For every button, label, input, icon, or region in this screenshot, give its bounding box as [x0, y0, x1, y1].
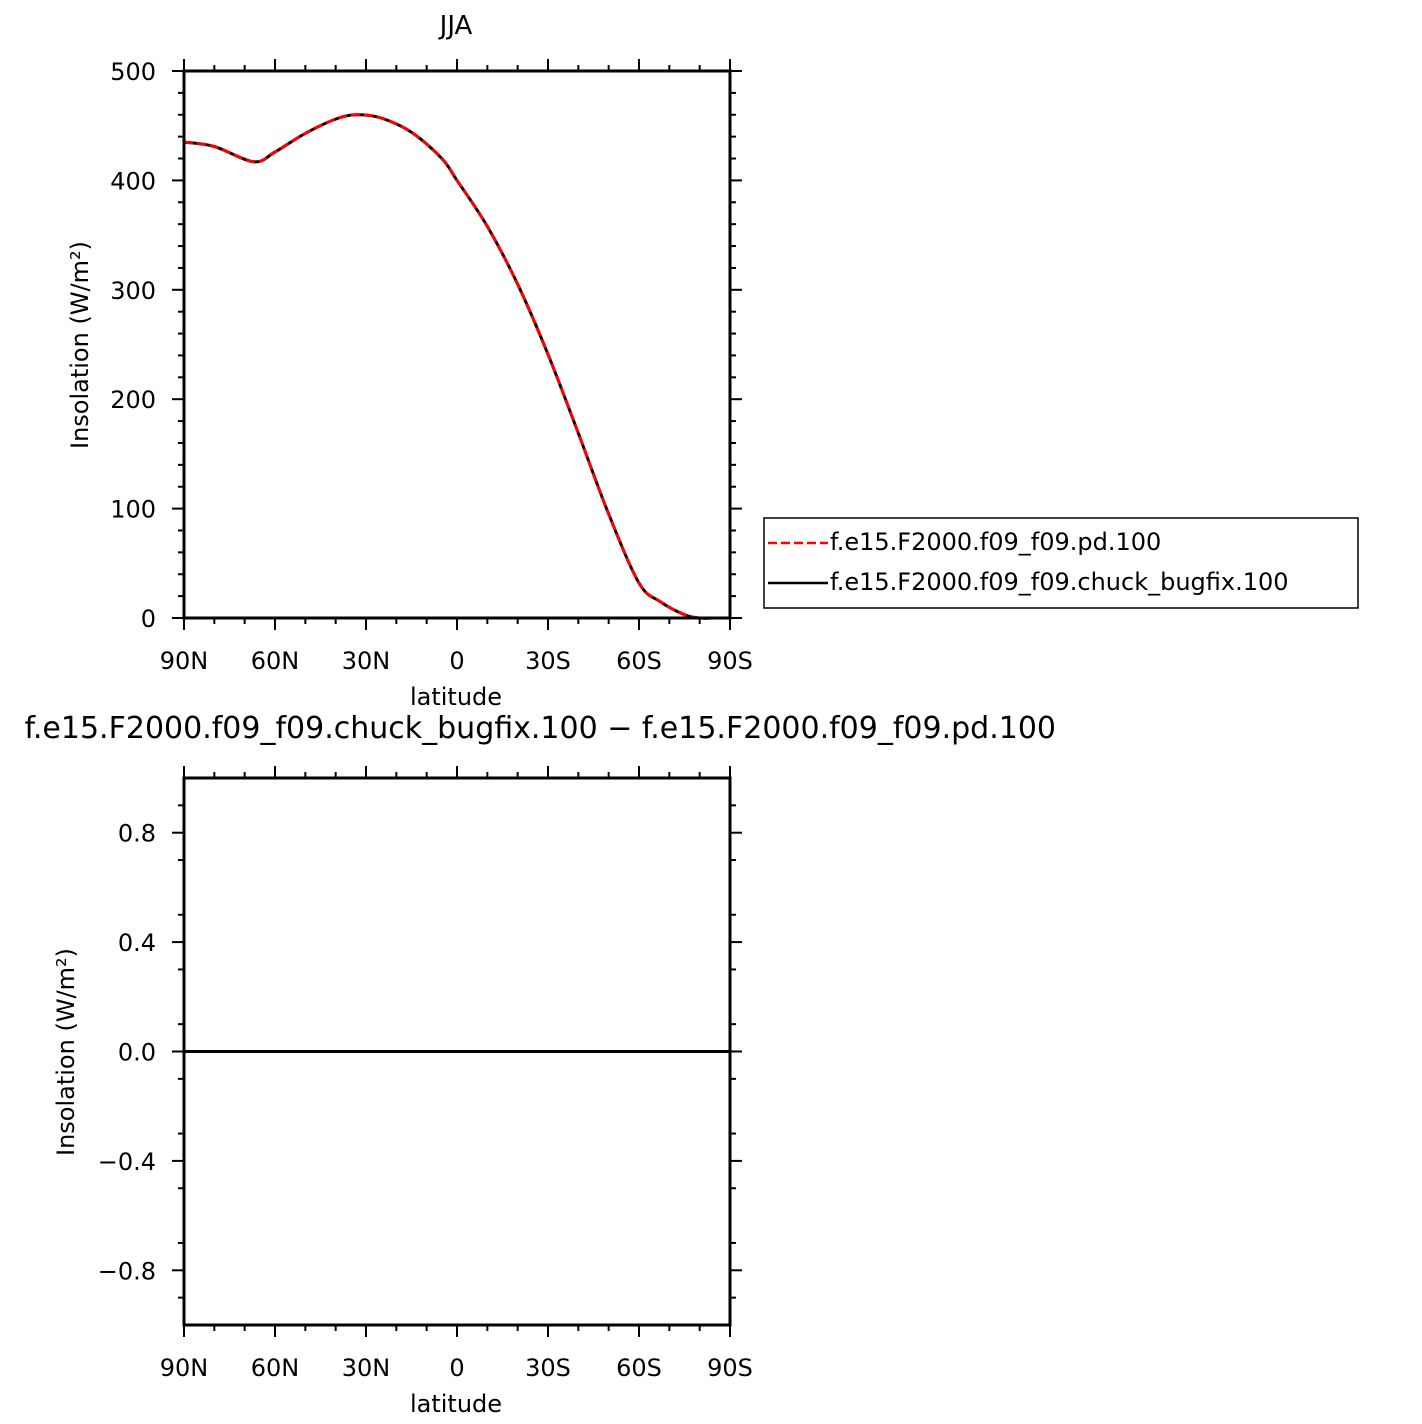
bottom-x-tick-label: 90S — [707, 1354, 753, 1382]
bottom-x-tick-label: 30S — [525, 1354, 571, 1382]
legend: f.e15.F2000.f09_f09.pd.100 f.e15.F2000.f… — [763, 517, 1359, 609]
top-axis-ticks: 90N 60N 30N 0 30S 60S 90S 0 100 200 300 400 500 — [110, 58, 753, 675]
bottom-y-tick-label: 0.4 — [118, 929, 156, 957]
bottom-x-axis-label: latitude — [410, 1390, 502, 1418]
top-x-tick-label: 60N — [251, 647, 300, 675]
top-title: JJA — [438, 11, 473, 41]
top-series-lines — [183, 113, 730, 620]
bottom-y-tick-label: −0.8 — [98, 1257, 156, 1285]
top-y-tick-label: 400 — [110, 167, 156, 195]
bottom-x-tick-label: 60N — [251, 1354, 300, 1382]
bottom-y-tick-label: −0.4 — [98, 1148, 156, 1176]
top-x-tick-label: 30S — [525, 647, 571, 675]
top-y-tick-label: 100 — [110, 496, 156, 524]
top-panel: JJA 90N 60N 30N 0 30S 60S 90S0100200300400500 … — [66, 11, 753, 711]
top-y-tick-label: 0 — [141, 605, 156, 633]
bottom-panel: f.e15.F2000.f09_f09.chuck_bugfix.100 − f… — [25, 711, 1056, 1418]
top-series-line-1 — [183, 113, 730, 620]
bottom-axis-ticks: 90N 60N 30N 0 30S 60S 90S −0.8 −0.4 0.0 0.4 0.8 — [98, 766, 753, 1382]
top-x-axis-label: latitude — [410, 683, 502, 711]
legend-label-pd: f.e15.F2000.f09_f09.pd.100 — [830, 528, 1161, 556]
top-y-tick-label: 300 — [110, 277, 156, 305]
top-plot-frame — [182, 69, 732, 620]
top-x-tick-label: 90N — [160, 647, 209, 675]
top-x-tick-label: 0 — [449, 647, 464, 675]
bottom-x-tick-label: 90N — [160, 1354, 209, 1382]
legend-box — [763, 517, 1359, 609]
bottom-y-axis-label: Insolation (W/m²) — [52, 948, 80, 1156]
bottom-title: f.e15.F2000.f09_f09.chuck_bugfix.100 − f… — [25, 711, 1056, 746]
top-x-tick-label: 30N — [342, 647, 391, 675]
top-y-tick-label: 500 — [110, 58, 156, 86]
top-y-tick-label: 200 — [110, 386, 156, 414]
bottom-x-tick-label: 60S — [616, 1354, 662, 1382]
bottom-x-tick-label: 30N — [342, 1354, 391, 1382]
bottom-x-tick-label: 0 — [449, 1354, 464, 1382]
top-x-tick-label: 90S — [707, 647, 753, 675]
top-y-axis-label: Insolation (W/m²) — [66, 241, 94, 449]
bottom-y-tick-label: 0.0 — [118, 1039, 156, 1067]
legend-label-bugfix: f.e15.F2000.f09_f09.chuck_bugfix.100 — [830, 568, 1289, 596]
bottom-y-tick-label: 0.8 — [118, 820, 156, 848]
top-x-tick-label: 60S — [616, 647, 662, 675]
top-series-line-0 — [183, 113, 730, 620]
